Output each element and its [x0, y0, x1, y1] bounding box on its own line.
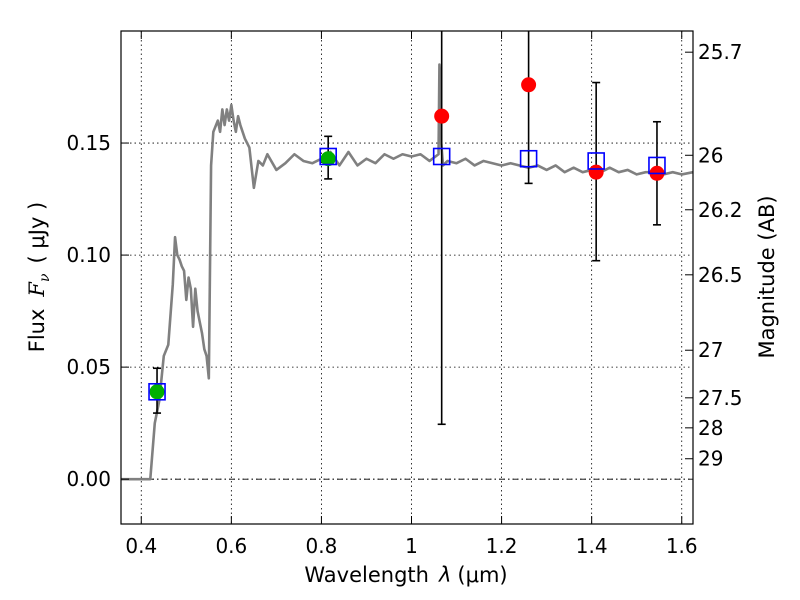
- x-tick-label-0: 0.4: [125, 534, 157, 558]
- data-point-00b000-1: [320, 151, 336, 167]
- model-point-4: [587, 152, 605, 170]
- x-tick-label-3: 1: [405, 534, 418, 558]
- model-point-2: [432, 147, 451, 166]
- x-axis-label: Wavelength λ (μm): [304, 563, 507, 587]
- mag-tick-label-2: 26.2: [698, 198, 743, 222]
- grid: [121, 31, 693, 524]
- mag-tick-label-0: 25.7: [698, 40, 743, 64]
- x-axis-label-lambda: λ: [438, 563, 451, 587]
- y-axis-label: Flux Fν ( μJy ): [25, 202, 53, 352]
- y2-axis-label: Magnitude (AB): [755, 195, 779, 358]
- mag-tick-label-6: 28: [698, 416, 723, 440]
- model-point-5: [648, 156, 666, 175]
- mag-tick-label-3: 26.5: [698, 263, 743, 287]
- x-tick-label-2: 0.8: [306, 534, 338, 558]
- mag-tick-label-5: 27.5: [698, 386, 743, 410]
- x-axis-label-text: Wavelength: [304, 563, 429, 587]
- y-tick-label-3: 0.15: [66, 131, 111, 155]
- model-point-1: [319, 147, 337, 166]
- x-tick-label-1: 0.6: [215, 534, 247, 558]
- data-markers: [148, 77, 666, 401]
- data-point-ff0000-2: [588, 164, 604, 180]
- x-tick-label-4: 1.2: [486, 534, 518, 558]
- data-point-ff0000-0: [434, 108, 450, 124]
- model-point-3: [519, 149, 538, 168]
- y-tick-label-1: 0.05: [66, 355, 111, 379]
- data-point-00b000-0: [149, 384, 165, 400]
- data-point-ff0000-1: [521, 77, 537, 93]
- y-axis-label-units: ( μJy ): [25, 202, 49, 264]
- plot-frame: [120, 30, 694, 525]
- y-tick-label-2: 0.10: [66, 243, 111, 267]
- spectrum-line: [121, 63, 694, 481]
- y-axis-label-text: Flux: [25, 309, 49, 353]
- axis-ticks: 0.4 0.6 0.8 1 1.2 1.4 1.6 0.00 0.05 0.10 0.15 25.7 2…: [66, 31, 743, 558]
- x-tick-label-5: 1.4: [576, 534, 608, 558]
- y-axis-label-symbol: F: [25, 281, 49, 298]
- model-point-0: [148, 382, 166, 401]
- x-tick-label-6: 1.6: [666, 534, 698, 558]
- mag-tick-label-7: 29: [698, 447, 723, 471]
- x-axis-label-units: (μm): [457, 563, 507, 587]
- y-axis-label-subscript: ν: [37, 273, 53, 282]
- y-tick-label-0: 0.00: [66, 467, 111, 491]
- mag-tick-label-1: 26: [698, 143, 723, 167]
- template-spectrum: [121, 63, 694, 481]
- mag-tick-label-4: 27: [698, 338, 723, 362]
